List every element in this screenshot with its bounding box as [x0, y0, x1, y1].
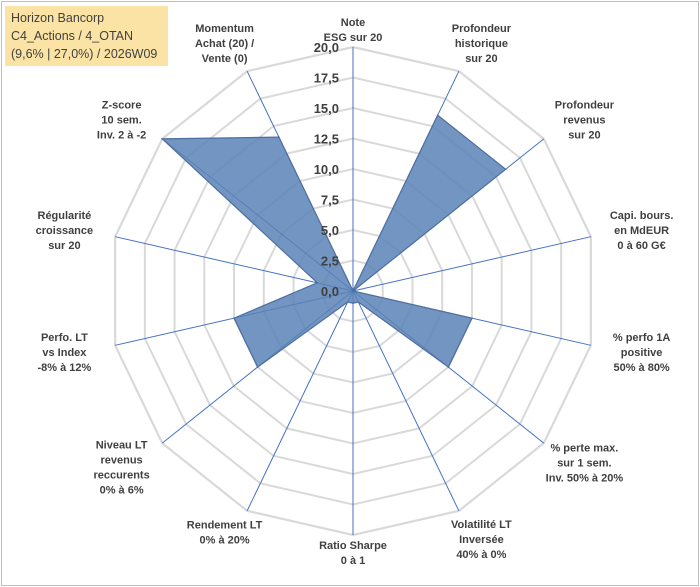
axis-label-line: Régularité [38, 210, 92, 222]
axis-label-line: 0 à 1 [341, 555, 365, 567]
axis-label-line: Rendement LT [187, 520, 263, 532]
axis-label-line: Profondeur [555, 100, 615, 112]
axis-label: % perte max. sur 1 sem. Inv. 50% à 20% [546, 443, 624, 485]
axis-label-line: reccurents [93, 470, 149, 482]
axis-spoke [352, 236, 591, 292]
axis-label-line: sur 1 sem. [557, 458, 611, 470]
axis-label: Profondeur historique sur 20 [452, 23, 512, 65]
axis-label-line: Perfo. LT [41, 332, 88, 344]
axis-label-line: Ratio Sharpe [319, 540, 387, 552]
chart-title-line-3: (9,6% | 27,0%) / 2026W09 [11, 47, 158, 61]
data-point [352, 290, 354, 292]
chart-title-box: Horizon Bancorp C4_Actions / 4_OTAN (9,6… [5, 6, 168, 66]
axis-label-line: ESG sur 20 [324, 32, 383, 44]
axis-label-line: Volatilité LT [451, 519, 512, 531]
axis-spoke [246, 290, 354, 512]
data-point [256, 366, 259, 368]
tick-label: 0,0 [321, 284, 339, 299]
chart-title-line-1: Horizon Bancorp [11, 11, 105, 25]
data-point [471, 317, 473, 319]
axis-label: Capi. bours. en MdEUR 0 à 60 G€ [610, 210, 674, 252]
data-point [316, 282, 319, 284]
axis-label: Régularité croissance sur 20 [36, 210, 93, 252]
axis-label-line: vs Index [42, 347, 87, 359]
axis-label-line: Inversée [459, 534, 504, 546]
axis-label-line: croissance [36, 225, 93, 237]
axis-label-line: Z-score [102, 100, 142, 112]
axis-label-line: Inv. 50% à 20% [546, 473, 624, 485]
axis-label-line: Inv. 2 à -2 [97, 130, 146, 142]
axis-label-line: Achat (20) / [195, 38, 254, 50]
axis-label-line: historique [455, 38, 508, 50]
axis-label-line: sur 20 [568, 130, 600, 142]
axis-label-line: revenus [563, 115, 605, 127]
axis-spoke [115, 236, 354, 292]
axis-label-line: Note [341, 17, 365, 29]
data-point [504, 168, 507, 171]
axis-label-line: 40% à 0% [456, 549, 506, 561]
data-point [352, 302, 354, 305]
axis-label-line: Vente (0) [202, 53, 248, 65]
axis-label: Z-score 10 sem. Inv. 2 à -2 [97, 100, 146, 142]
axis-label-line: 0 à 60 G€ [617, 240, 665, 252]
tick-label: 10,0 [314, 162, 339, 177]
axis-label-line: Capi. bours. [610, 210, 674, 222]
tick-label: 5,0 [321, 223, 339, 238]
axis-label-line: % perfo 1A [613, 332, 671, 344]
data-point [346, 301, 349, 303]
tick-label: 7,5 [321, 193, 339, 208]
axis-label: % perfo 1A positive 50% à 80% [613, 332, 671, 374]
tick-label: 15,0 [314, 101, 339, 116]
axis-label-line: 0% à 6% [100, 485, 144, 497]
axis-label: Note ESG sur 20 [324, 17, 383, 44]
data-point [436, 114, 439, 116]
axis-label-line: positive [621, 347, 663, 359]
axis-label: Momentum Achat (20) / Vente (0) [195, 23, 254, 65]
axis-label-line: 50% à 80% [613, 362, 669, 374]
axis-label-line: sur 20 [465, 53, 497, 65]
chart-title-line-2: C4_Actions / 4_OTAN [11, 29, 134, 43]
data-point [278, 136, 280, 138]
data-point [357, 301, 360, 303]
axis-label-line: en MdEUR [614, 225, 669, 237]
axis-label: Rendement LT 0% à 20% [187, 520, 263, 547]
axis-label: Profondeur revenus sur 20 [555, 100, 615, 142]
axis-label-line: -8% à 12% [37, 362, 91, 374]
tick-label: 2,5 [321, 254, 339, 269]
axis-label-line: revenus [100, 455, 142, 467]
data-point [233, 317, 235, 319]
series-area [160, 114, 507, 368]
tick-label: 12,5 [314, 132, 339, 147]
axis-label-line: sur 20 [48, 240, 80, 252]
axis-label: Ratio Sharpe 0 à 1 [319, 540, 387, 567]
axis-label-line: 0% à 20% [200, 535, 250, 547]
axis-label-line: Niveau LT [96, 440, 148, 452]
data-point [447, 366, 450, 368]
axis-label: Volatilité LT Inversée 40% à 0% [451, 519, 512, 561]
axis-spoke [352, 290, 460, 512]
data-point [161, 138, 164, 140]
axis-label-line: % perte max. [550, 443, 618, 455]
tick-label: 20,0 [314, 40, 339, 55]
axis-label-line: Momentum [195, 23, 254, 35]
axis-label: Niveau LT revenus reccurents 0% à 6% [93, 440, 149, 497]
tick-label: 17,5 [314, 71, 339, 86]
axis-label: Perfo. LT vs Index -8% à 12% [37, 332, 91, 374]
axis-label-line: 10 sem. [101, 115, 141, 127]
axis-label-line: Profondeur [452, 23, 512, 35]
